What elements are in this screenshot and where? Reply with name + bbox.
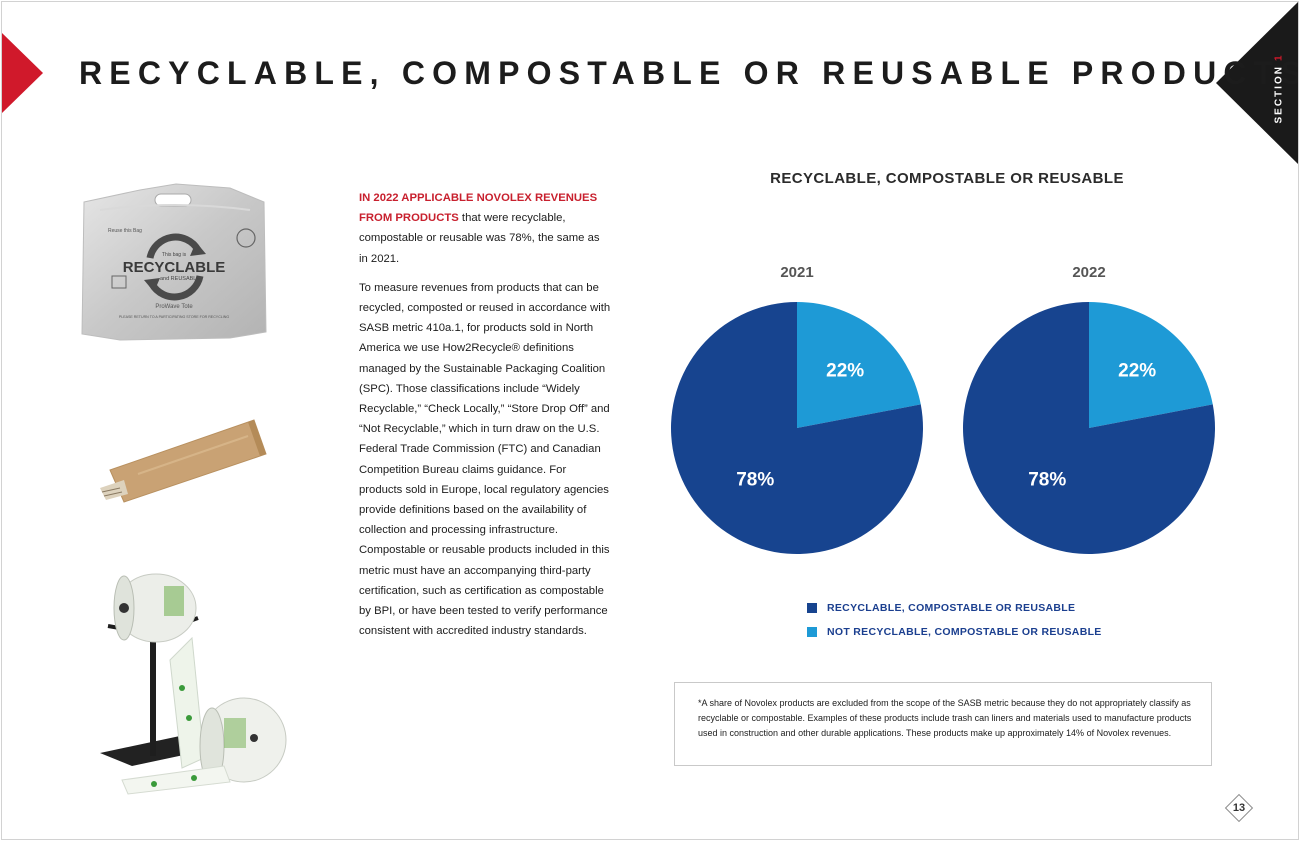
- page-number-badge: 13: [1224, 793, 1254, 823]
- pie-slice-2021-not-recyclable: [797, 302, 921, 428]
- method-paragraph: To measure revenues from products that c…: [359, 281, 611, 638]
- bag-text-small-bottom: and REUSABLE: [160, 276, 200, 282]
- pie-charts: 2021 22% 78% 2022 22% 78%: [671, 264, 1215, 554]
- lead-highlight: IN 2022 APPLICABLE NOVOLEX REVENUES FROM…: [359, 192, 598, 225]
- page-title: RECYCLABLE, COMPOSTABLE OR REUSABLE PROD…: [79, 55, 1299, 91]
- film-roll-stand-image: [100, 573, 287, 795]
- page-number: 13: [1232, 802, 1246, 814]
- legend-swatch-not-recyclable: [807, 627, 817, 637]
- recyclable-bag-image: This bag is RECYCLABLE and REUSABLE Reus…: [81, 183, 267, 341]
- pie-slice-2021-recyclable: [671, 302, 923, 554]
- legend-label-not-recyclable: NOT RECYCLABLE, COMPOSTABLE OR REUSABLE: [827, 626, 1102, 638]
- legend-swatch-recyclable: [807, 603, 817, 613]
- footnote-box: *A share of Novolex products are exclude…: [674, 682, 1212, 766]
- pie-value-label-2021-recyclable: 78%: [736, 469, 774, 490]
- legend-item-not-recyclable: NOT RECYCLABLE, COMPOSTABLE OR REUSABLE: [807, 626, 1102, 638]
- bag-text-brand: ProWave Tote: [155, 304, 193, 310]
- chart-legend: RECYCLABLE, COMPOSTABLE OR REUSABLE NOT …: [807, 602, 1102, 650]
- pie-year-label-2021: 2021: [780, 264, 813, 281]
- legend-label-recyclable: RECYCLABLE, COMPOSTABLE OR REUSABLE: [827, 602, 1076, 614]
- pie-value-label-2022-not-recyclable: 22%: [1118, 361, 1156, 382]
- lead-paragraph: IN 2022 APPLICABLE NOVOLEX REVENUES FROM…: [359, 188, 611, 269]
- bag-text-left: Reuse this Bag: [108, 228, 142, 234]
- body-text: IN 2022 APPLICABLE NOVOLEX REVENUES FROM…: [359, 188, 611, 650]
- bag-text-center: RECYCLABLE: [123, 259, 226, 276]
- kraft-sleeve-image: [100, 419, 267, 503]
- section-corner-tab: [1216, 2, 1298, 164]
- legend-item-recyclable: RECYCLABLE, COMPOSTABLE OR REUSABLE: [807, 602, 1102, 614]
- pie-slice-2022-recyclable: [963, 302, 1215, 554]
- pie-slice-2022-not-recyclable: [1089, 302, 1213, 428]
- bag-text-small-top: This bag is: [162, 252, 187, 258]
- bag-text-footer: PLEASE RETURN TO A PARTICIPATING STORE F…: [119, 315, 230, 319]
- lead-rest: that were recyclable, compostable or reu…: [359, 212, 600, 265]
- chart-title: RECYCLABLE, COMPOSTABLE OR REUSABLE: [770, 170, 1124, 187]
- pie-value-label-2021-not-recyclable: 22%: [826, 361, 864, 382]
- section-arrow-icon: [2, 33, 43, 113]
- footnote-text: *A share of Novolex products are exclude…: [698, 698, 1192, 738]
- pie-year-label-2022: 2022: [1072, 264, 1105, 281]
- pie-value-label-2022-recyclable: 78%: [1028, 469, 1066, 490]
